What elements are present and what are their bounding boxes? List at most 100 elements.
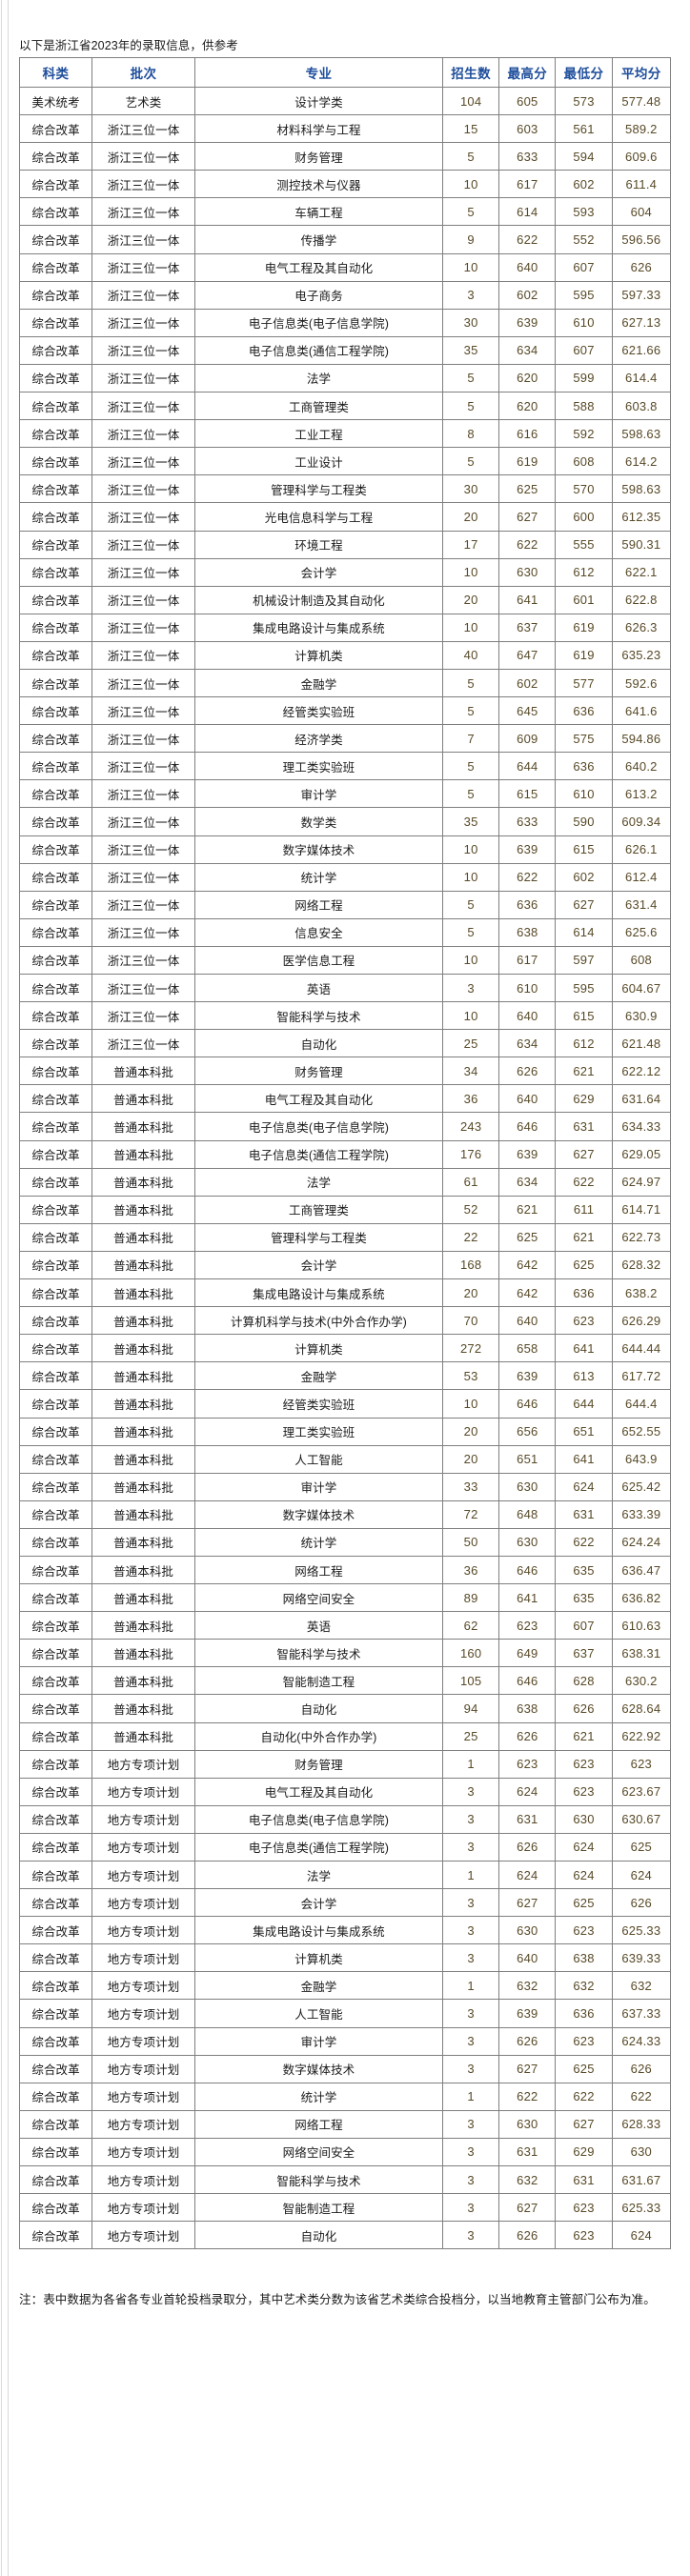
table-row: 综合改革 地方专项计划 电子信息类(通信工程学院) 3 626 624 625	[18, 1832, 672, 1862]
table-row: 综合改革 普通本科批 财务管理 34 626 621 622.12	[18, 1057, 672, 1086]
cell-zuigaofen: 651	[498, 1444, 557, 1474]
column-header-zhuanye: 专业	[193, 57, 444, 88]
cell-kelei: 综合改革	[18, 1001, 93, 1031]
table-row: 综合改革 浙江三位一体 光电信息科学与工程 20 627 600 612.35	[18, 502, 672, 532]
cell-zuigaofen: 623	[498, 1749, 557, 1779]
cell-pingjunfen: 638.2	[611, 1278, 672, 1308]
cell-pici: 浙江三位一体	[91, 613, 195, 642]
cell-zhaoshengshu: 168	[442, 1250, 500, 1280]
cell-pici: 地方专项计划	[91, 2109, 195, 2139]
cell-zhuanye: 人工智能	[193, 1999, 444, 2028]
cell-zuidifen: 625	[555, 1250, 613, 1280]
cell-pingjunfen: 621.48	[611, 1029, 672, 1058]
table-row: 综合改革 普通本科批 理工类实验班 20 656 651 652.55	[18, 1417, 672, 1446]
cell-pici: 地方专项计划	[91, 1777, 195, 1806]
cell-kelei: 综合改革	[18, 335, 93, 365]
cell-pici: 地方专项计划	[91, 1943, 195, 1973]
cell-zhuanye: 计算机科学与技术(中外合作办学)	[193, 1306, 444, 1336]
cell-zuigaofen: 636	[498, 890, 557, 919]
cell-zuidifen: 629	[555, 1084, 613, 1114]
cell-zuigaofen: 642	[498, 1250, 557, 1280]
cell-pingjunfen: 633.39	[611, 1499, 672, 1529]
table-row: 综合改革 普通本科批 自动化 94 638 626 628.64	[18, 1694, 672, 1723]
cell-zuigaofen: 609	[498, 724, 557, 754]
cell-zuigaofen: 630	[498, 2109, 557, 2139]
cell-kelei: 综合改革	[18, 142, 93, 171]
cell-kelei: 综合改革	[18, 1334, 93, 1363]
cell-zuigaofen: 614	[498, 197, 557, 227]
table-row: 综合改革 浙江三位一体 数字媒体技术 10 639 615 626.1	[18, 835, 672, 864]
cell-zuigaofen: 639	[498, 1139, 557, 1169]
cell-pici: 浙江三位一体	[91, 170, 195, 199]
cell-zuidifen: 636	[555, 1278, 613, 1308]
cell-zuidifen: 601	[555, 585, 613, 614]
cell-zuidifen: 623	[555, 2221, 613, 2250]
cell-pingjunfen: 632	[611, 1971, 672, 2001]
cell-pingjunfen: 590.31	[611, 530, 672, 559]
cell-zuidifen: 593	[555, 197, 613, 227]
cell-zhaoshengshu: 160	[442, 1639, 500, 1668]
cell-zuigaofen: 641	[498, 1583, 557, 1613]
table-row: 综合改革 地方专项计划 集成电路设计与集成系统 3 630 623 625.33	[18, 1916, 672, 1945]
cell-pingjunfen: 608	[611, 945, 672, 976]
cell-zuidifen: 625	[555, 2054, 613, 2083]
cell-pici: 普通本科批	[91, 1334, 195, 1363]
cell-zhaoshengshu: 3	[442, 973, 500, 1003]
cell-zhaoshengshu: 30	[442, 474, 500, 504]
cell-pingjunfen: 613.2	[611, 779, 672, 809]
cell-zuidifen: 607	[555, 1611, 613, 1640]
cell-zhuanye: 理工类实验班	[193, 1417, 444, 1446]
cell-zuidifen: 588	[555, 392, 613, 421]
cell-zhuanye: 集成电路设计与集成系统	[193, 1916, 444, 1945]
cell-pingjunfen: 639.33	[611, 1943, 672, 1973]
cell-zuidifen: 641	[555, 1444, 613, 1474]
table-row: 综合改革 普通本科批 工商管理类 52 621 611 614.71	[18, 1195, 672, 1224]
cell-pingjunfen: 626	[611, 1888, 672, 1918]
cell-zuigaofen: 638	[498, 1694, 557, 1723]
cell-zhuanye: 信息安全	[193, 917, 444, 947]
cell-zhuanye: 电气工程及其自动化	[193, 1777, 444, 1806]
cell-zuidifen: 611	[555, 1195, 613, 1224]
cell-pici: 普通本科批	[91, 1583, 195, 1613]
table-row: 综合改革 地方专项计划 电子信息类(电子信息学院) 3 631 630 630.67	[18, 1804, 672, 1834]
cell-zuidifen: 636	[555, 1999, 613, 2028]
cell-zhaoshengshu: 3	[442, 1943, 500, 1973]
cell-zhuanye: 统计学	[193, 1527, 444, 1557]
cell-kelei: 综合改革	[18, 114, 93, 144]
cell-kelei: 综合改革	[18, 1916, 93, 1945]
cell-zuidifen: 621	[555, 1057, 613, 1086]
cell-pingjunfen: 622.8	[611, 585, 672, 614]
cell-zhuanye: 统计学	[193, 2082, 444, 2111]
cell-zhaoshengshu: 3	[442, 2165, 500, 2195]
table-row: 综合改革 浙江三位一体 信息安全 5 638 614 625.6	[18, 917, 672, 947]
table-row: 综合改革 浙江三位一体 理工类实验班 5 644 636 640.2	[18, 752, 672, 781]
table-row: 综合改革 地方专项计划 人工智能 3 639 636 637.33	[18, 1999, 672, 2028]
cell-kelei: 综合改革	[18, 280, 93, 310]
cell-pici: 浙江三位一体	[91, 945, 195, 976]
cell-pici: 浙江三位一体	[91, 557, 195, 587]
table-row: 综合改革 浙江三位一体 英语 3 610 595 604.67	[18, 973, 672, 1003]
cell-zuidifen: 595	[555, 973, 613, 1003]
cell-pingjunfen: 623.67	[611, 1777, 672, 1806]
cell-pingjunfen: 603.8	[611, 392, 672, 421]
cell-pingjunfen: 623	[611, 1749, 672, 1779]
cell-zuidifen: 623	[555, 2193, 613, 2223]
table-row: 综合改革 浙江三位一体 数学类 35 633 590 609.34	[18, 807, 672, 836]
cell-pingjunfen: 625.42	[611, 1472, 672, 1501]
cell-kelei: 综合改革	[18, 1832, 93, 1862]
cell-pingjunfen: 631.67	[611, 2165, 672, 2195]
cell-zhaoshengshu: 5	[442, 392, 500, 421]
cell-pingjunfen: 596.56	[611, 225, 672, 254]
cell-zhaoshengshu: 40	[442, 640, 500, 670]
cell-kelei: 综合改革	[18, 1084, 93, 1114]
table-row: 综合改革 普通本科批 金融学 53 639 613 617.72	[18, 1361, 672, 1391]
cell-zhuanye: 电子信息类(通信工程学院)	[193, 1139, 444, 1169]
cell-kelei: 综合改革	[18, 2193, 93, 2223]
table-row: 综合改革 普通本科批 人工智能 20 651 641 643.9	[18, 1444, 672, 1474]
cell-zuidifen: 561	[555, 114, 613, 144]
cell-zuidifen: 651	[555, 1417, 613, 1446]
cell-pici: 浙江三位一体	[91, 114, 195, 144]
cell-zuidifen: 600	[555, 502, 613, 532]
cell-zuigaofen: 646	[498, 1555, 557, 1585]
cell-pingjunfen: 635.23	[611, 640, 672, 670]
